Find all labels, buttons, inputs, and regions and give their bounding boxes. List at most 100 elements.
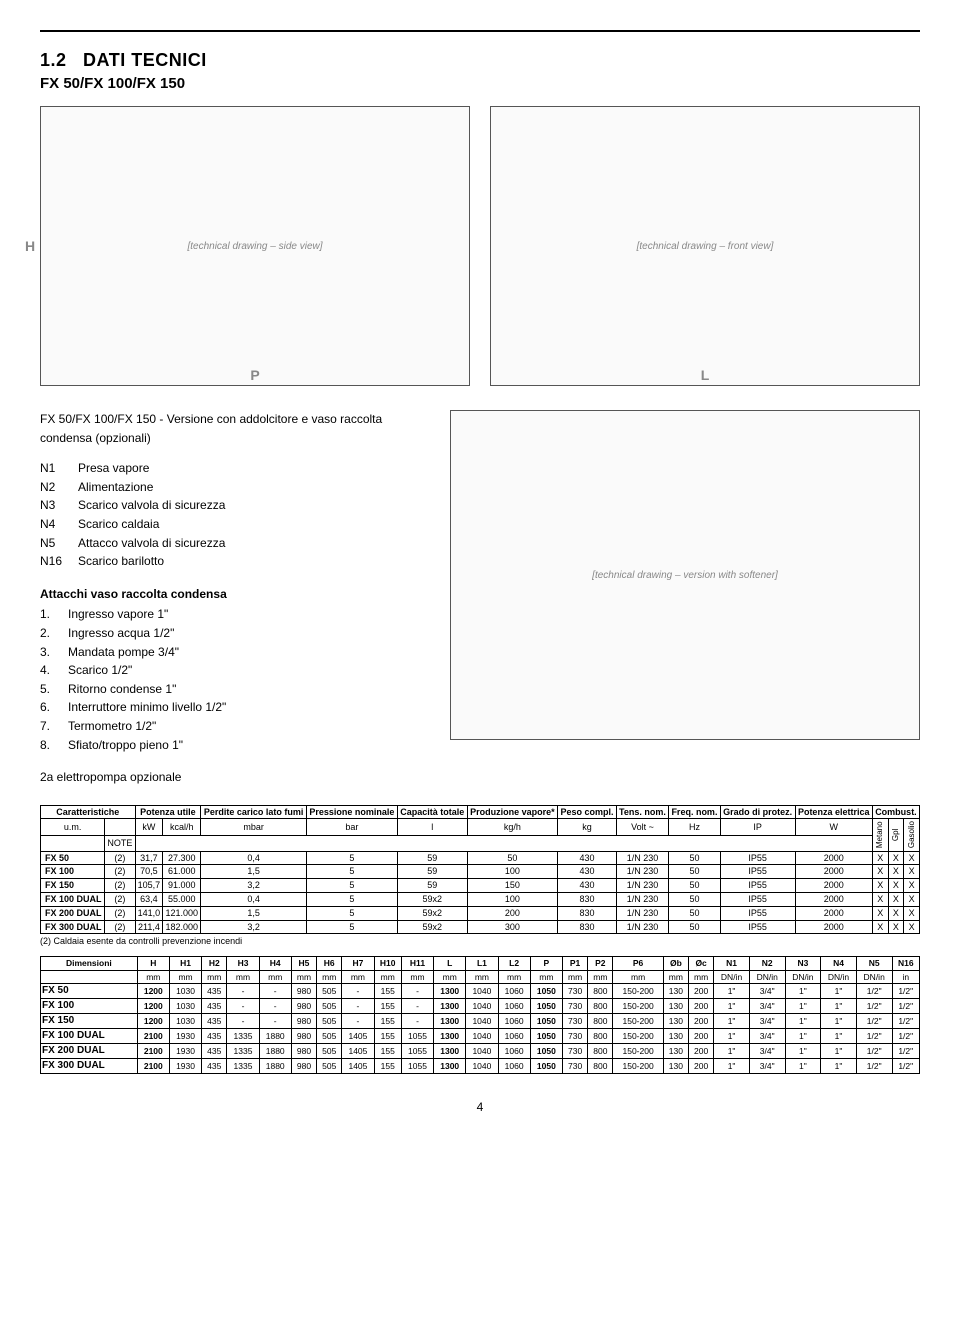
table-cell: 2100: [137, 1058, 169, 1073]
table-cell: 50: [669, 906, 721, 920]
legend-text: Scarico valvola di sicurezza: [78, 496, 225, 515]
attacchi-text: Mandata pompe 3/4": [68, 643, 179, 662]
table-cell: X: [872, 906, 888, 920]
table-cell: 63,4: [135, 893, 163, 907]
table-cell: 50: [669, 893, 721, 907]
table-cell: -: [342, 998, 374, 1013]
table-cell: 91.000: [163, 879, 201, 893]
table-cell: 1,5: [201, 865, 307, 879]
th-peso: Peso compl.: [558, 805, 617, 819]
table-cell: 2000: [795, 893, 872, 907]
table-cell: 5: [306, 879, 397, 893]
dim-col-header: H: [137, 957, 169, 970]
table-cell: (2): [105, 879, 135, 893]
dim-col-header: N5: [856, 957, 892, 970]
dim-col-header: L2: [498, 957, 530, 970]
table-cell: 980: [291, 1058, 316, 1073]
table-cell: 5: [306, 906, 397, 920]
table-cell: IP55: [720, 920, 795, 934]
unit-ip: IP: [720, 819, 795, 835]
dim-unit-blank: [41, 970, 138, 983]
table-cell: 5: [306, 851, 397, 865]
table-cell: 1060: [498, 998, 530, 1013]
dim-unit-cell: mm: [613, 970, 663, 983]
table-cell: 3/4": [749, 1028, 785, 1043]
table-cell: 2000: [795, 906, 872, 920]
dim-col-header: P2: [588, 957, 613, 970]
th-pot-el: Potenza elettrica: [795, 805, 872, 819]
dim-unit-cell: mm: [317, 970, 342, 983]
table-cell: 1040: [466, 1058, 498, 1073]
table-cell: 1/2": [856, 983, 892, 998]
table-cell: 130: [663, 998, 688, 1013]
table-cell: 1030: [169, 998, 201, 1013]
table-cell: 3,2: [201, 879, 307, 893]
table-cell: 5: [306, 893, 397, 907]
table-cell: 59: [397, 851, 467, 865]
table-row: FX 300 DUAL(2)211,4182.0003,2559x2300830…: [41, 920, 920, 934]
table-cell: 5: [306, 920, 397, 934]
table-cell: (2): [105, 851, 135, 865]
table-cell: FX 200 DUAL: [41, 906, 105, 920]
table-cell: 1930: [169, 1028, 201, 1043]
table-cell: 121.000: [163, 906, 201, 920]
table-cell: 730: [562, 1043, 587, 1058]
table-cell: 980: [291, 1043, 316, 1058]
table-cell: 200: [688, 1058, 713, 1073]
table-cell: 800: [588, 998, 613, 1013]
table-cell: -: [342, 1013, 374, 1028]
axis-label-h: H: [25, 238, 35, 254]
table-cell: 59x2: [397, 920, 467, 934]
fuel-gpl: Gpl: [888, 819, 904, 851]
table-cell: 155: [374, 1058, 401, 1073]
unit-w: W: [795, 819, 872, 835]
legend-key: N3: [40, 496, 70, 515]
table-cell: 980: [291, 1028, 316, 1043]
dim-col-header: N2: [749, 957, 785, 970]
th-caratteristiche: Caratteristiche: [41, 805, 136, 819]
table-cell: 1": [714, 1058, 750, 1073]
table-cell: (2): [105, 906, 135, 920]
dim-unit-cell: DN/in: [856, 970, 892, 983]
unit-label: u.m.: [41, 819, 105, 835]
section-heading: 1.2 DATI TECNICI: [40, 50, 920, 71]
table-cell: 50: [669, 879, 721, 893]
th-grado: Grado di protez.: [720, 805, 795, 819]
th-capacita: Capacità totale: [397, 805, 467, 819]
table-cell: 150-200: [613, 983, 663, 998]
dim-unit-cell: DN/in: [749, 970, 785, 983]
table-cell: FX 100 DUAL: [41, 893, 105, 907]
table-cell: 155: [374, 1043, 401, 1058]
table-cell: 150-200: [613, 1043, 663, 1058]
legend-item: N3 Scarico valvola di sicurezza: [40, 496, 430, 515]
unit-volt: Volt ~: [616, 819, 668, 835]
unit-kcal: kcal/h: [163, 819, 201, 835]
table-cell: 31,7: [135, 851, 163, 865]
dim-unit-cell: mm: [588, 970, 613, 983]
table-cell: 130: [663, 1058, 688, 1073]
table-cell: 1030: [169, 1013, 201, 1028]
unit-l: l: [397, 819, 467, 835]
table-cell: -: [259, 1013, 291, 1028]
table-cell: -: [227, 1013, 259, 1028]
th-produzione: Produzione vapore*: [467, 805, 557, 819]
table-cell: -: [227, 998, 259, 1013]
table-cell: 1405: [342, 1028, 374, 1043]
table-cell: 3/4": [749, 998, 785, 1013]
table-cell: X: [888, 865, 904, 879]
table-cell: (2): [105, 865, 135, 879]
attacchi-item: 6.Interruttore minimo livello 1/2": [40, 698, 430, 717]
table-cell: IP55: [720, 865, 795, 879]
table-cell: 1040: [466, 998, 498, 1013]
attacchi-text: Sfiato/troppo pieno 1": [68, 736, 183, 755]
dim-unit-cell: mm: [530, 970, 562, 983]
table-cell: 1": [821, 983, 857, 998]
table-cell: 130: [663, 1043, 688, 1058]
table-cell: 141,0: [135, 906, 163, 920]
table-cell: 1/2": [856, 1013, 892, 1028]
dim-unit-cell: mm: [663, 970, 688, 983]
attacchi-key: 8.: [40, 736, 60, 755]
table-cell: X: [872, 920, 888, 934]
dim-col-header: P6: [613, 957, 663, 970]
table-cell: 1880: [259, 1028, 291, 1043]
